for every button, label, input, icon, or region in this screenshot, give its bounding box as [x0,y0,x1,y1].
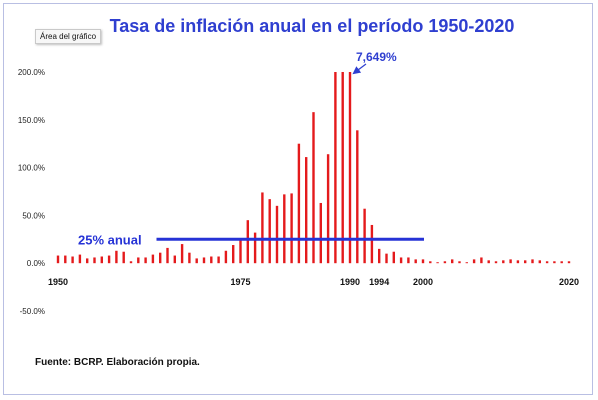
bar-2016 [538,260,541,264]
bar-2020 [567,261,571,264]
y-tick-label: 200.0% [18,68,45,77]
bar-1987 [326,154,330,264]
bar-1972 [217,256,220,264]
bar-2008 [480,257,483,264]
bar-1950 [56,255,60,264]
bar-1993 [370,224,374,264]
y-tick-label: 150.0% [18,116,45,125]
bar-1960 [129,261,133,264]
bar-1957 [107,255,111,264]
y-tick-label: 0.0% [27,259,45,268]
bar-1984 [305,157,308,264]
y-axis-labels: 200.0% 150.0% 100.0% 50.0% 0.0% -50.0% [18,68,45,316]
bar-2004 [451,259,454,264]
bar-1995 [385,253,388,264]
bar-1976 [246,220,249,264]
bar-1999 [414,259,417,264]
bar-1951 [64,255,67,264]
truncated-value-annotation: 7,649% [356,50,397,64]
bar-1965 [166,247,169,264]
bar-1991 [356,130,359,264]
bar-1973 [224,250,228,264]
bar-1989 [341,72,344,264]
bar-1996 [392,251,395,264]
source-note: Fuente: BCRP. Elaboración propia. [35,357,200,368]
bar-2015 [531,259,534,264]
bar-1955 [93,257,96,264]
bar-2000 [421,259,425,264]
x-tick-label-1990: 1990 [340,277,360,287]
bar-2010 [494,261,498,264]
bar-1954 [86,258,89,264]
bar-2007 [472,259,476,264]
bar-2019 [560,261,563,264]
bar-2017 [545,261,549,264]
bar-1969 [195,258,198,264]
bar-1983 [297,143,301,264]
bar-2009 [487,260,490,264]
bar-1956 [100,256,103,264]
y-tick-label: 50.0% [22,211,45,220]
bar-2002 [436,262,439,264]
bar-1959 [122,251,125,264]
reference-line-label: 25% anual [78,232,142,247]
annotation-arrow [352,63,367,75]
bar-2003 [443,261,447,264]
bar-1964 [159,252,162,264]
bar-1961 [137,257,140,264]
bar-1998 [407,257,410,264]
x-tick-label-1950: 1950 [48,277,68,287]
bar-1982 [290,193,293,264]
bar-2006 [465,262,468,264]
bar-1966 [173,255,176,264]
bar-1980 [275,205,279,264]
bar-2013 [516,260,520,264]
x-tick-label-1994: 1994 [369,277,389,287]
bar-1979 [268,199,271,264]
bar-2018 [553,261,556,264]
bar-1981 [283,194,286,264]
bar-2005 [458,261,461,264]
bar-1992 [363,208,366,264]
bar-1953 [78,254,82,264]
bar-2012 [509,259,512,264]
bar-1967 [180,244,184,264]
x-tick-label-2000: 2000 [413,277,433,287]
bar-1977 [253,232,257,264]
bar-1971 [210,256,213,264]
bar-1970 [202,257,206,264]
y-tick-label: 100.0% [18,164,45,173]
bar-2001 [429,261,432,264]
bar-1968 [188,252,191,264]
bar-1985 [312,112,315,264]
bar-1963 [151,254,155,264]
bar-2011 [502,260,505,264]
bar-1958 [115,250,118,264]
bar-1974 [232,245,235,264]
x-tick-label-2020: 2020 [559,277,579,287]
bar-1962 [144,257,147,264]
bar-1994 [378,248,381,264]
bar-1978 [261,192,264,264]
bar-1986 [319,202,322,264]
bar-1990 [348,72,352,264]
bar-1997 [399,257,403,264]
x-tick-label-1975: 1975 [230,277,250,287]
chart-area-tooltip: Área del gráfico [35,29,102,44]
bar-1952 [71,256,74,264]
bar-1975 [239,240,242,264]
bar-1988 [334,72,337,264]
inflation-bars [56,72,571,264]
chart-title: Tasa de inflación anual en el período 19… [109,16,515,36]
x-axis-labels: 1950 1975 1990 1994 2000 2020 [48,277,579,287]
y-tick-label: -50.0% [20,307,45,316]
bar-2014 [524,260,527,264]
